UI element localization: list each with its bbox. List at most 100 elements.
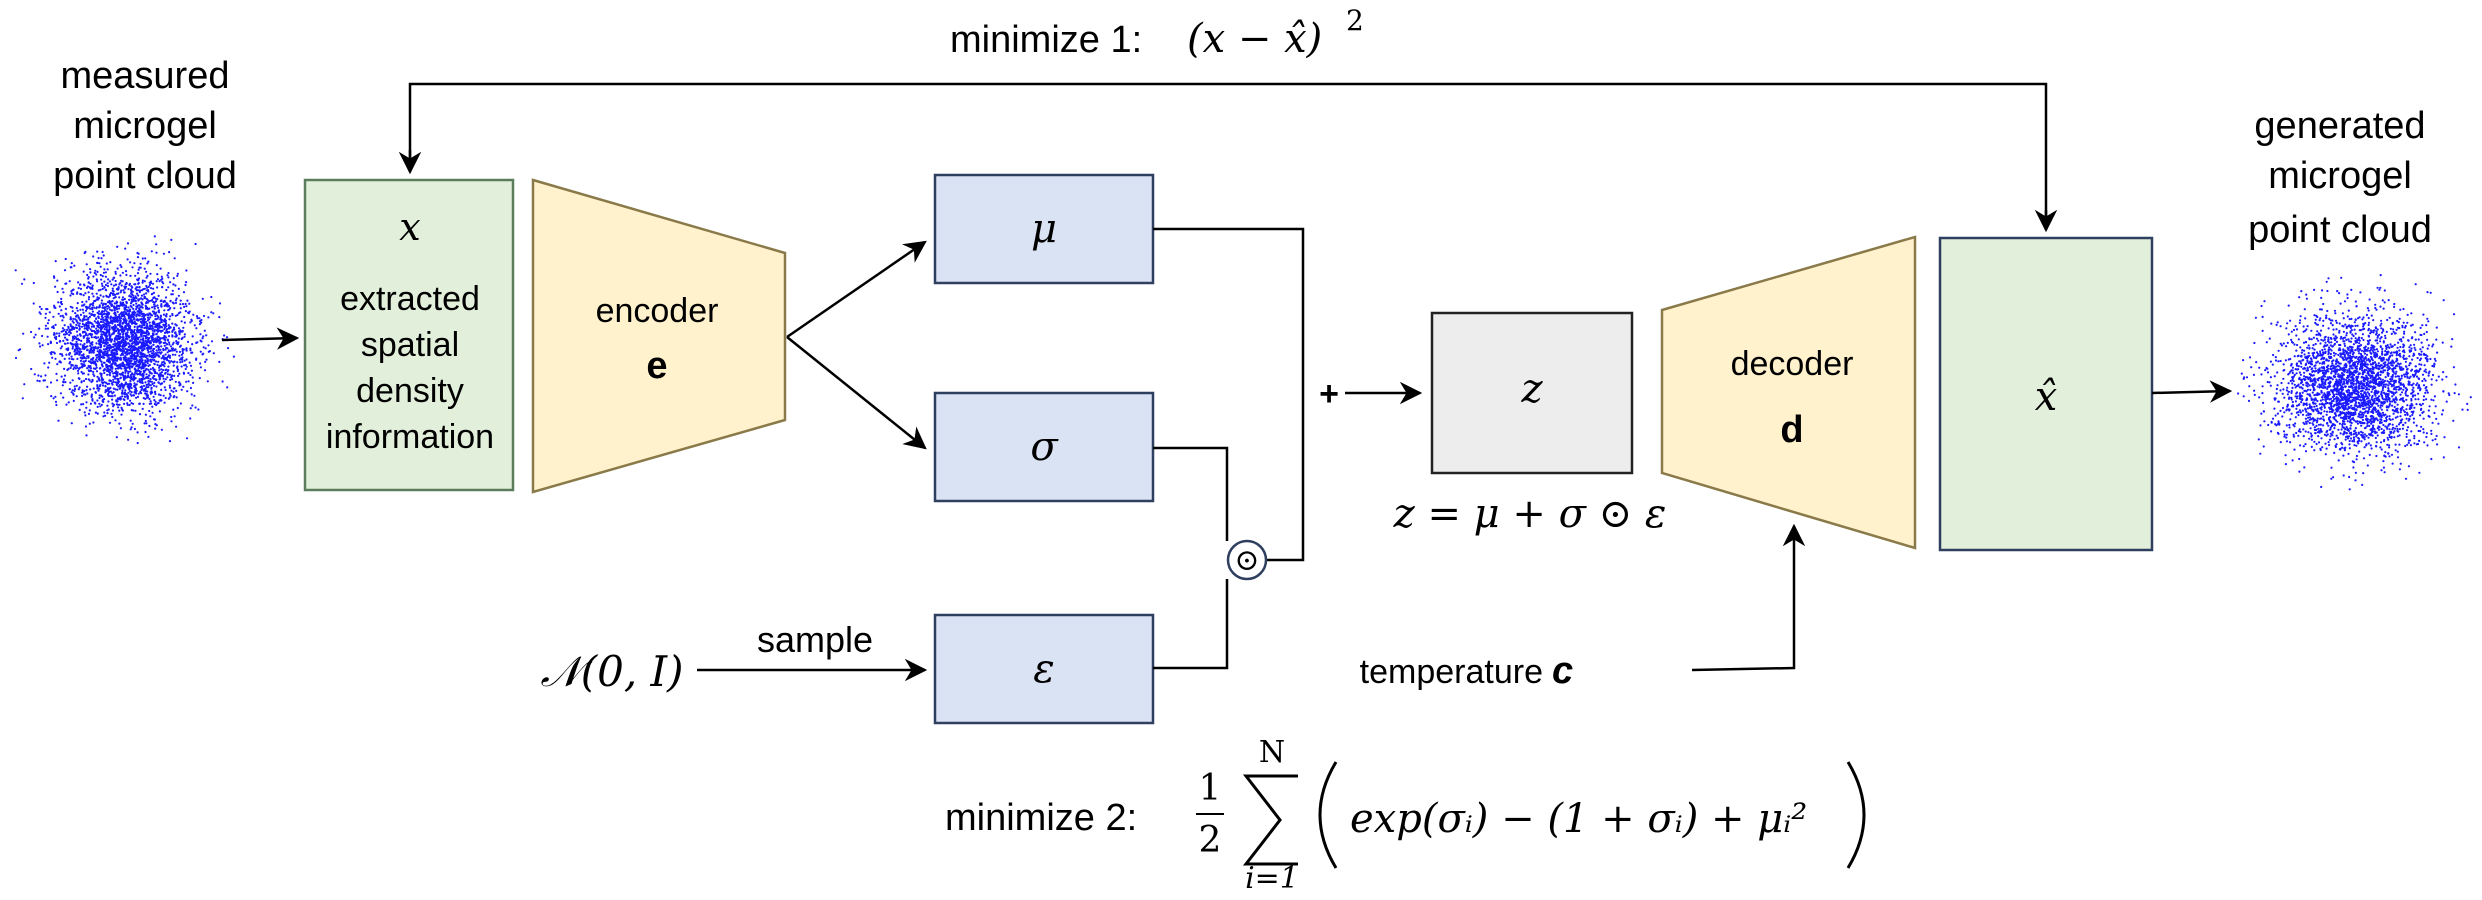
- cloud-point: [105, 363, 108, 366]
- cloud-point: [2379, 441, 2383, 444]
- cloud-point: [120, 339, 123, 342]
- cloud-point: [138, 402, 141, 405]
- cloud-point: [170, 293, 173, 296]
- cloud-point: [2331, 360, 2334, 363]
- cloud-point: [2295, 372, 2298, 375]
- cloud-point: [2366, 307, 2369, 310]
- cloud-point: [2347, 429, 2350, 432]
- cloud-point: [173, 360, 176, 363]
- cloud-point: [60, 309, 63, 312]
- cloud-point: [121, 311, 125, 314]
- cloud-point: [2299, 360, 2302, 363]
- cloud-point: [96, 280, 99, 283]
- cloud-point: [156, 322, 159, 325]
- cloud-point: [2348, 318, 2351, 321]
- cloud-point: [153, 296, 156, 299]
- cloud-point: [97, 353, 100, 356]
- cloud-point: [106, 358, 109, 361]
- cloud-point: [142, 369, 145, 373]
- cloud-point: [72, 321, 75, 324]
- cloud-point: [175, 342, 178, 345]
- cloud-point: [159, 316, 162, 320]
- cloud-point: [70, 292, 73, 295]
- cloud-point: [2298, 392, 2302, 395]
- cloud-point: [2331, 319, 2334, 322]
- cloud-point: [131, 266, 134, 269]
- cloud-point: [191, 404, 194, 407]
- cloud-point: [129, 261, 132, 264]
- cloud-point: [103, 328, 106, 331]
- cloud-point: [115, 329, 118, 333]
- cloud-point: [2302, 445, 2305, 448]
- cloud-point: [2313, 370, 2316, 373]
- cloud-point: [2309, 432, 2312, 435]
- cloud-point: [175, 396, 178, 399]
- cloud-point: [64, 257, 67, 261]
- cloud-point: [103, 345, 106, 348]
- cloud-point: [121, 352, 124, 355]
- cloud-point: [48, 361, 51, 364]
- cloud-point: [156, 286, 159, 289]
- cloud-point: [2323, 433, 2326, 436]
- cloud-point: [2288, 426, 2291, 429]
- cloud-point: [136, 289, 140, 292]
- cloud-point: [52, 333, 56, 336]
- cloud-point: [153, 374, 156, 378]
- cloud-point: [77, 367, 81, 370]
- cloud-point: [2391, 404, 2394, 407]
- cloud-point: [125, 273, 128, 276]
- cloud-point: [2299, 315, 2302, 318]
- cloud-point: [82, 294, 85, 297]
- cloud-point: [57, 419, 60, 422]
- cloud-point: [99, 405, 102, 408]
- cloud-point: [165, 328, 169, 331]
- cloud-point: [2333, 337, 2336, 340]
- cloud-point: [142, 373, 145, 376]
- cloud-point: [2366, 391, 2369, 394]
- cloud-point: [2401, 397, 2405, 400]
- cloud-point: [2380, 469, 2383, 472]
- cloud-point: [76, 369, 80, 372]
- cloud-point: [124, 340, 127, 343]
- cloud-point: [61, 287, 64, 290]
- cloud-point: [2275, 387, 2278, 391]
- cloud-point: [108, 339, 111, 342]
- cloud-point: [76, 309, 79, 312]
- cloud-point: [2299, 411, 2302, 414]
- cloud-point: [66, 338, 69, 342]
- cloud-point: [91, 292, 94, 295]
- cloud-point: [116, 301, 119, 304]
- cloud-point: [2349, 427, 2352, 430]
- cloud-point: [2350, 337, 2353, 340]
- cloud-point: [112, 343, 115, 346]
- cloud-point: [93, 314, 96, 318]
- cloud-point: [127, 288, 130, 291]
- cloud-point: [184, 310, 187, 313]
- cloud-point: [98, 310, 101, 313]
- cloud-point: [199, 362, 202, 365]
- cloud-point: [126, 403, 129, 406]
- cloud-point: [145, 376, 148, 379]
- cloud-point: [206, 380, 209, 383]
- cloud-point: [2307, 362, 2311, 365]
- cloud-point: [128, 351, 131, 354]
- cloud-point: [160, 371, 163, 374]
- cloud-point: [123, 393, 126, 396]
- cloud-point: [125, 281, 128, 285]
- cloud-point: [119, 345, 122, 348]
- cloud-point: [103, 268, 106, 271]
- cloud-point: [82, 379, 86, 382]
- cloud-point: [72, 337, 75, 340]
- cloud-point: [182, 371, 185, 374]
- cloud-point: [144, 392, 147, 395]
- cloud-point: [79, 343, 82, 346]
- cloud-point: [152, 291, 156, 294]
- cloud-point: [104, 275, 107, 278]
- cloud-point: [113, 351, 116, 354]
- cloud-point: [2396, 403, 2399, 406]
- cloud-point: [2367, 410, 2370, 413]
- cloud-point: [2332, 476, 2335, 479]
- cloud-point: [143, 322, 146, 325]
- cloud-point: [136, 364, 139, 367]
- cloud-point: [125, 285, 128, 288]
